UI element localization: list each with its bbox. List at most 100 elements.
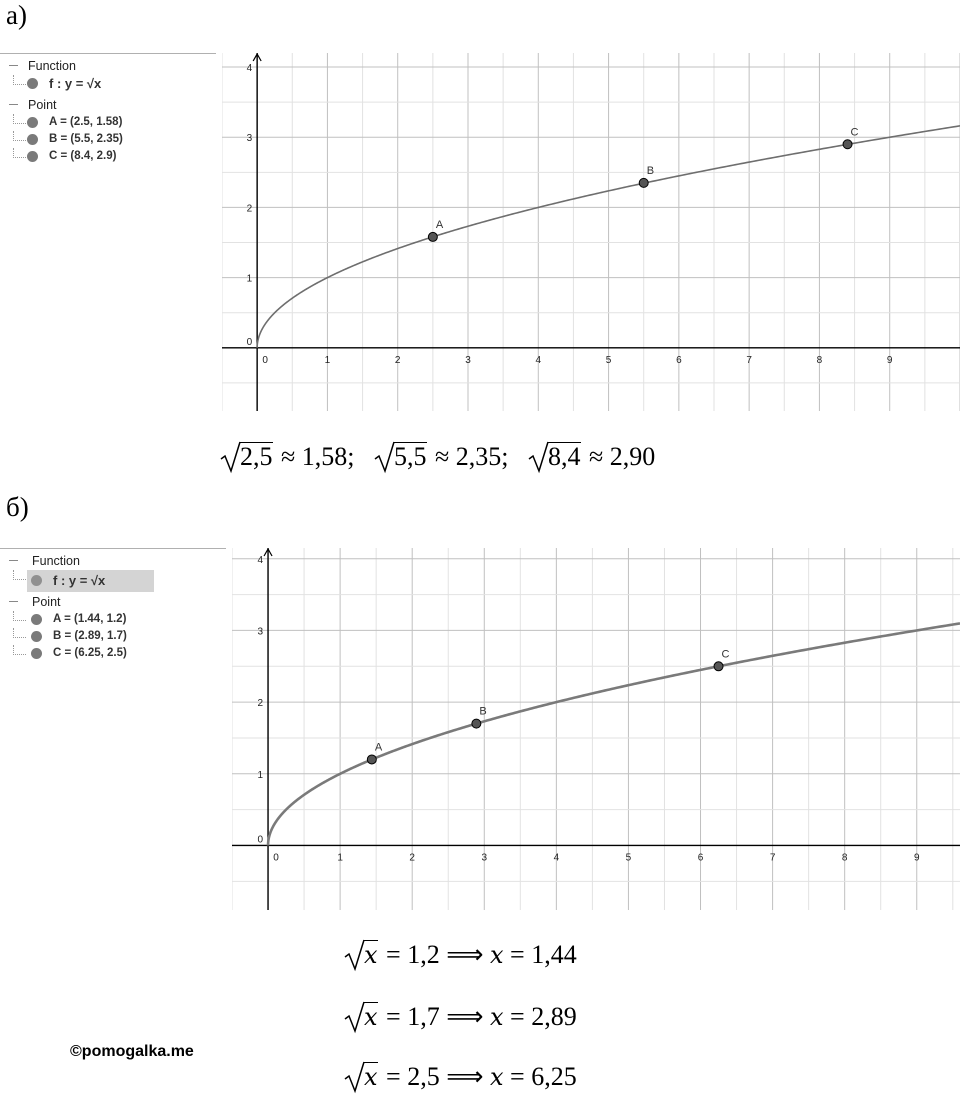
point-definition: C = (6.25, 2.5) <box>53 647 127 659</box>
y-axis-arrow-icon <box>263 548 273 557</box>
graphics-view-a[interactable]: 0 1 2 3 4 5 6 7 8 9 0 1 2 3 4 A B C <box>222 53 960 411</box>
data-point-b <box>638 177 649 188</box>
point-definition: B = (2.89, 1.7) <box>53 630 127 642</box>
sqrt-expression: 8,4 <box>528 441 581 474</box>
y-tick-label: 3 <box>257 626 263 637</box>
equation-result: = 6,25 <box>510 1062 577 1091</box>
point-item-a[interactable]: A = (1.44, 1.2) <box>2 611 224 628</box>
equation-rhs: = 1,7 ⟹ <box>386 1002 484 1031</box>
radicand: 5,5 <box>394 442 427 471</box>
point-item-c[interactable]: C = (6.25, 2.5) <box>2 645 224 662</box>
point-item-b[interactable]: B = (2.89, 1.7) <box>2 628 224 645</box>
sqrt-expression: x <box>344 939 378 972</box>
algebra-view-a: Function f : y = √x Point A = (2.5, 1.58… <box>2 57 212 165</box>
point-label: A <box>436 219 444 231</box>
watermark: ©pomogalka.me <box>70 1043 194 1060</box>
radicand: 8,4 <box>548 442 581 471</box>
y-tick-label: 2 <box>247 203 253 214</box>
approx-value: ≈ 2,90 <box>589 442 656 471</box>
function-item[interactable]: f : y = √x <box>2 570 224 592</box>
x-tick-label: 9 <box>887 355 893 366</box>
visibility-dot-icon[interactable] <box>31 614 42 625</box>
x-tick-label: 8 <box>817 355 823 366</box>
collapse-icon[interactable] <box>9 65 18 66</box>
point-header-label: Point <box>32 595 61 609</box>
tree-line <box>13 75 26 85</box>
point-label: C <box>851 126 859 138</box>
equation-result: = 1,44 <box>510 940 577 969</box>
point-definition: B = (5.5, 2.35) <box>49 133 123 145</box>
data-point-c <box>842 139 853 150</box>
algebra-view-b: Function f : y = √x Point A = (1.44, 1.2… <box>2 552 224 662</box>
x-tick-label: 3 <box>481 852 487 863</box>
collapse-icon[interactable] <box>9 560 18 561</box>
data-point-a <box>366 754 377 765</box>
result-line-a: 2,5 ≈ 1,58; 5,5 ≈ 2,35; 8,4 ≈ 2,90 <box>220 441 656 474</box>
function-header-label: Function <box>28 59 76 73</box>
data-point-b <box>471 718 482 729</box>
variable: x <box>364 941 378 969</box>
x-tick-label: 9 <box>914 852 920 863</box>
visibility-dot-icon[interactable] <box>27 117 38 128</box>
tree-line <box>13 611 26 621</box>
function-group-header[interactable]: Function <box>2 552 224 570</box>
x-tick-label: 7 <box>770 852 776 863</box>
x-tick-label: 8 <box>842 852 848 863</box>
data-point-a <box>427 231 438 242</box>
y-tick-label: 1 <box>247 274 253 285</box>
function-curve <box>266 622 960 846</box>
sqrt-expression: x <box>344 1001 378 1034</box>
point-label: C <box>722 648 730 660</box>
x-tick-label: 2 <box>395 355 401 366</box>
point-label: A <box>375 741 383 753</box>
point-group-header[interactable]: Point <box>2 593 224 611</box>
point-group-header[interactable]: Point <box>2 96 212 114</box>
point-definition: A = (2.5, 1.58) <box>49 116 123 128</box>
visibility-dot-icon[interactable] <box>27 151 38 162</box>
tree-line <box>13 570 26 580</box>
point-item-a[interactable]: A = (2.5, 1.58) <box>2 114 212 131</box>
radicand: 2,5 <box>240 442 273 471</box>
x-tick-label: 1 <box>325 355 331 366</box>
point-label: B <box>479 706 486 718</box>
graphics-view-b[interactable]: 0 1 2 3 4 5 6 7 8 9 0 1 2 3 4 A B C <box>232 548 960 910</box>
data-point-c <box>713 661 724 672</box>
point-item-b[interactable]: B = (5.5, 2.35) <box>2 131 212 148</box>
equation-line-2: x = 1,7 ⟹ x = 2,89 <box>344 1001 577 1034</box>
part-a-label: а) <box>6 0 27 30</box>
x-tick-label: 2 <box>409 852 415 863</box>
tree-line <box>13 148 26 158</box>
variable: x <box>489 1063 504 1091</box>
y-tick-label: 4 <box>257 555 263 566</box>
equation-rhs: = 2,5 ⟹ <box>386 1062 484 1091</box>
sqrt-expression: 2,5 <box>220 441 273 474</box>
point-definition: A = (1.44, 1.2) <box>53 613 127 625</box>
x-tick-label: 0 <box>262 355 268 366</box>
y-axis-arrow-icon <box>252 53 262 62</box>
variable: x <box>489 1003 504 1031</box>
y-tick-label: 0 <box>257 834 263 845</box>
sqrt-expression: 5,5 <box>374 441 427 474</box>
visibility-dot-icon[interactable] <box>27 134 38 145</box>
y-tick-label: 3 <box>247 133 253 144</box>
visibility-dot-icon[interactable] <box>31 648 42 659</box>
function-header-label: Function <box>32 554 80 568</box>
x-tick-label: 7 <box>746 355 752 366</box>
tree-line <box>13 628 26 638</box>
graph-canvas[interactable]: 0 1 2 3 4 5 6 7 8 9 0 1 2 3 4 A B C <box>232 548 960 910</box>
function-group-header[interactable]: Function <box>2 57 212 75</box>
graph-canvas[interactable]: 0 1 2 3 4 5 6 7 8 9 0 1 2 3 4 A B C <box>222 53 960 411</box>
function-item[interactable]: f : y = √x <box>2 75 212 92</box>
visibility-dot-icon[interactable] <box>27 78 38 89</box>
x-tick-label: 4 <box>554 852 560 863</box>
visibility-dot-icon[interactable] <box>31 631 42 642</box>
collapse-icon[interactable] <box>9 601 18 602</box>
tree-line <box>13 645 26 655</box>
x-tick-label: 4 <box>536 355 542 366</box>
visibility-dot-icon[interactable] <box>31 575 42 586</box>
collapse-icon[interactable] <box>9 104 18 105</box>
function-definition: f : y = √x <box>49 76 102 91</box>
point-item-c[interactable]: C = (8.4, 2.9) <box>2 148 212 165</box>
sqrt-expression: x <box>344 1061 378 1094</box>
x-tick-label: 3 <box>465 355 471 366</box>
